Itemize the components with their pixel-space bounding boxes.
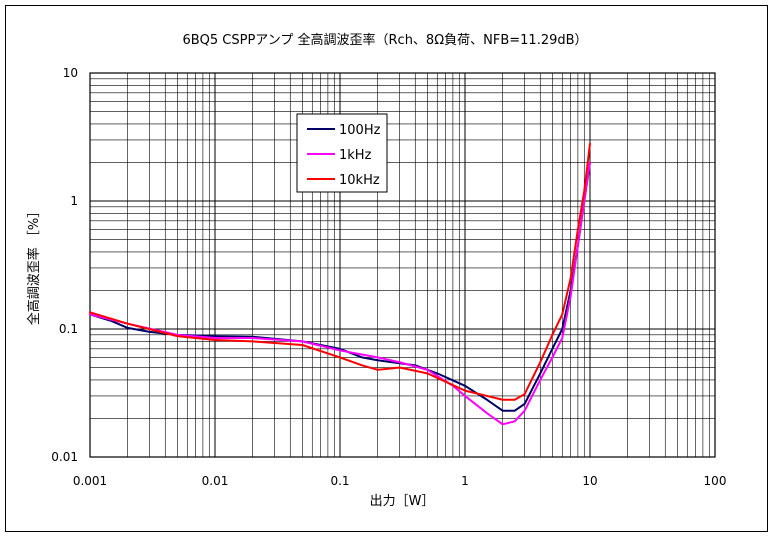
legend-label: 10kHz (339, 173, 380, 188)
y-tick-label: 10 (63, 66, 78, 80)
legend: 100Hz 1kHz 10kHz (296, 113, 388, 193)
chart-outer-border (5, 5, 768, 532)
y-tick-labels: 0.01 0.1 1 10 (51, 66, 78, 464)
x-tick-label: 0.001 (73, 474, 107, 488)
x-tick-label: 10 (582, 474, 597, 488)
legend-label: 100Hz (339, 123, 381, 138)
x-tick-label: 100 (704, 474, 727, 488)
x-tick-labels: 0.001 0.01 0.1 1 10 100 (73, 474, 727, 488)
x-tick-label: 0.1 (330, 474, 349, 488)
chart-title: 6BQ5 CSPPアンプ 全高調波歪率（Rch、8Ω負荷、NFB=11.29dB… (182, 32, 587, 48)
x-axis-label: 出力［W］ (370, 494, 435, 509)
y-tick-label: 0.01 (51, 450, 78, 464)
series-line-1khz (89, 161, 591, 426)
x-tick-label: 1 (461, 474, 469, 488)
y-axis-label: 全高調波歪率 ［%］ (26, 205, 42, 326)
series-layer (89, 142, 591, 426)
x-tick-label: 0.01 (202, 474, 229, 488)
legend-label: 1kHz (339, 148, 372, 163)
plot-area-border (89, 72, 716, 458)
y-tick-label: 1 (70, 194, 78, 208)
y-tick-label: 0.1 (59, 322, 78, 336)
series-line-10khz (89, 142, 591, 401)
